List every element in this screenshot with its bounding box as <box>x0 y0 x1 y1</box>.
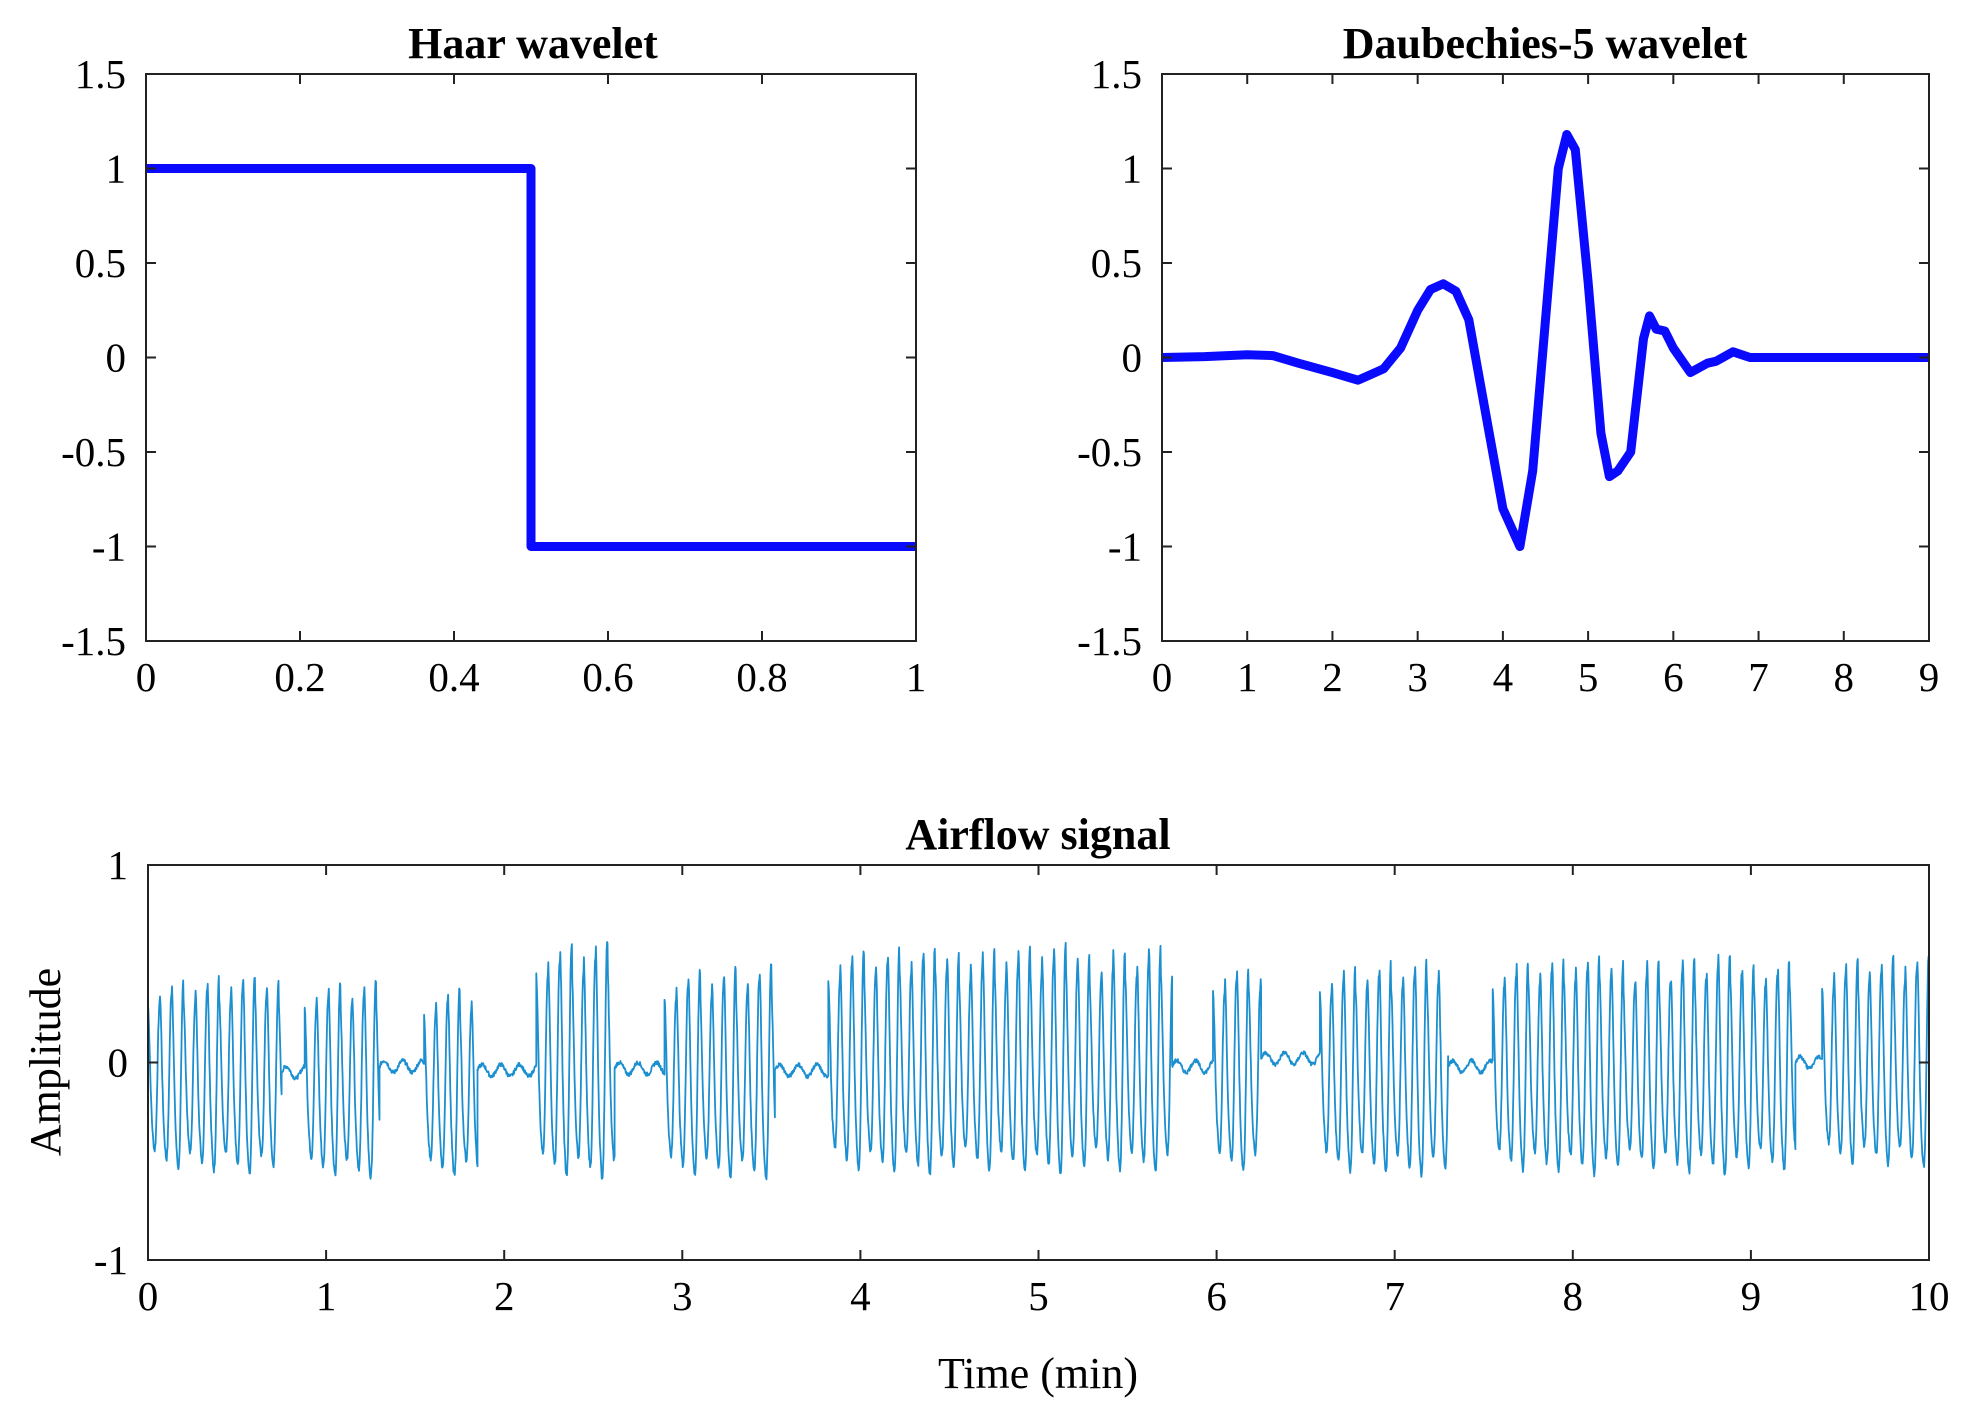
x-tick-label: 8 <box>1563 1273 1584 1319</box>
x-tick-label: 9 <box>1919 654 1940 700</box>
x-tick-label: 0.2 <box>274 654 325 700</box>
x-tick-label: 0.6 <box>582 654 633 700</box>
x-tick-label: 7 <box>1748 654 1769 700</box>
y-tick-label: 1 <box>108 842 129 888</box>
y-tick-label: 0 <box>106 335 127 381</box>
y-tick-label: -1 <box>1108 524 1142 570</box>
series-group <box>146 164 916 551</box>
y-tick-label: 1.5 <box>1091 51 1142 97</box>
chart-title: Daubechies-5 wavelet <box>1343 19 1748 68</box>
y-axis: 1.5 1 0.5 0 -0.5 -1 -1.5 <box>1077 51 1929 664</box>
x-axis: 0 1 2 3 4 5 6 7 8 9 10 <box>138 865 1950 1319</box>
x-tick-label: 9 <box>1741 1273 1762 1319</box>
y-tick-label: 1.5 <box>75 51 126 97</box>
y-tick-label: -0.5 <box>61 429 126 475</box>
x-tick-label: 7 <box>1384 1273 1405 1319</box>
y-tick-label: 0.5 <box>1091 240 1142 286</box>
y-tick-label: 0 <box>108 1040 129 1086</box>
x-tick-label: 0 <box>1152 654 1173 700</box>
x-tick-label: 1 <box>1237 654 1258 700</box>
x-tick-label: 2 <box>494 1273 515 1319</box>
y-tick-label: -1.5 <box>61 618 126 664</box>
series-line <box>147 941 1930 1181</box>
series-group <box>147 941 1930 1181</box>
y-tick-label: 1 <box>1122 146 1143 192</box>
x-tick-label: 2 <box>1322 654 1343 700</box>
haar-wavelet-chart: Haar wavelet 1.510.50-0.5-1-1.5 0 0.2 0.4 0… <box>61 19 926 700</box>
y-tick-label: -1 <box>92 524 126 570</box>
chart-title: Haar wavelet <box>408 19 658 68</box>
y-tick-label: 0.5 <box>75 240 126 286</box>
x-tick-label: 0 <box>136 654 157 700</box>
daubechies-5-wavelet-chart: Daubechies-5 wavelet 1.510.50-0.5-1-1.5 … <box>1077 19 1939 700</box>
x-tick-label: 3 <box>1407 654 1428 700</box>
x-axis: 0 0.2 0.4 0.6 0.8 1 <box>136 74 927 700</box>
y-tick-label: -0.5 <box>1077 429 1142 475</box>
x-tick-label: 6 <box>1206 1273 1227 1319</box>
airflow-signal-chart: Airflow signal 10-1 0 1 2 3 4 5 6 7 8 9 10 Time (m… <box>21 810 1950 1398</box>
x-tick-label: 5 <box>1578 654 1599 700</box>
x-tick-label: 0 <box>138 1273 159 1319</box>
y-tick-label: -1 <box>94 1237 128 1283</box>
y-tick-label: -1.5 <box>1077 618 1142 664</box>
x-tick-label: 1 <box>906 654 927 700</box>
chart-title: Airflow signal <box>905 810 1170 859</box>
x-tick-label: 4 <box>1493 654 1514 700</box>
x-tick-label: 6 <box>1663 654 1684 700</box>
y-tick-label: 0 <box>1122 335 1143 381</box>
x-axis-label: Time (min) <box>938 1349 1138 1398</box>
x-tick-label: 10 <box>1909 1273 1950 1319</box>
series-line <box>146 164 916 551</box>
y-tick-label: 1 <box>106 146 127 192</box>
series-group <box>1161 130 1929 551</box>
series-line <box>1161 130 1929 551</box>
x-axis: 0 1 2 3 4 5 6 7 8 9 <box>1152 74 1940 700</box>
x-tick-label: 3 <box>672 1273 693 1319</box>
y-axis-label: Amplitude <box>21 968 70 1156</box>
y-axis: 1 0 -1 <box>94 842 1929 1283</box>
x-tick-label: 0.4 <box>428 654 479 700</box>
x-tick-label: 0.8 <box>736 654 787 700</box>
x-tick-label: 1 <box>316 1273 337 1319</box>
y-axis: 1.5 1 0.5 0 -0.5 -1 -1.5 <box>61 51 916 664</box>
x-tick-label: 4 <box>850 1273 871 1319</box>
x-tick-label: 5 <box>1028 1273 1049 1319</box>
x-tick-label: 8 <box>1834 654 1855 700</box>
